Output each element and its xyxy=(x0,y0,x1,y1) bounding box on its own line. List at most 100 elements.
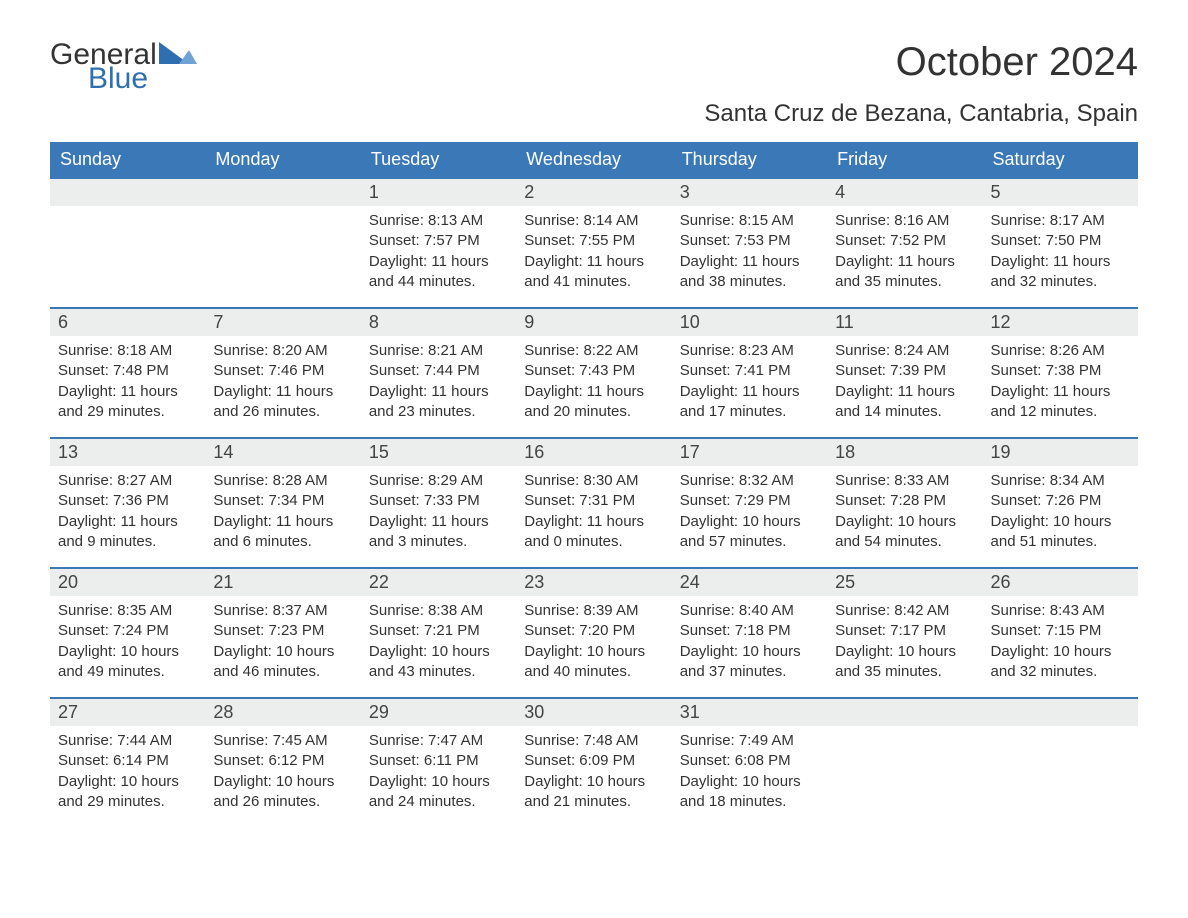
day-body: Sunrise: 8:23 AMSunset: 7:41 PMDaylight:… xyxy=(672,336,827,436)
sunrise-text: Sunrise: 8:43 AM xyxy=(991,601,1130,621)
sunset-text: Sunset: 7:39 PM xyxy=(835,361,974,381)
day-body: Sunrise: 8:17 AMSunset: 7:50 PMDaylight:… xyxy=(983,206,1138,306)
sunset-text: Sunset: 7:24 PM xyxy=(58,621,197,641)
day-body: Sunrise: 8:32 AMSunset: 7:29 PMDaylight:… xyxy=(672,466,827,566)
day-label: Sunday xyxy=(50,142,205,177)
calendar-day: 15Sunrise: 8:29 AMSunset: 7:33 PMDayligh… xyxy=(361,439,516,567)
calendar-day: 3Sunrise: 8:15 AMSunset: 7:53 PMDaylight… xyxy=(672,179,827,307)
calendar-day: 22Sunrise: 8:38 AMSunset: 7:21 PMDayligh… xyxy=(361,569,516,697)
day-number: 17 xyxy=(672,439,827,466)
day-number: 3 xyxy=(672,179,827,206)
sunrise-text: Sunrise: 7:47 AM xyxy=(369,731,508,751)
sunrise-text: Sunrise: 8:26 AM xyxy=(991,341,1130,361)
day-body: Sunrise: 7:44 AMSunset: 6:14 PMDaylight:… xyxy=(50,726,205,826)
daylight-text: Daylight: 10 hours and 40 minutes. xyxy=(524,642,663,683)
day-body: Sunrise: 8:28 AMSunset: 7:34 PMDaylight:… xyxy=(205,466,360,566)
calendar-day: 25Sunrise: 8:42 AMSunset: 7:17 PMDayligh… xyxy=(827,569,982,697)
daylight-text: Daylight: 11 hours and 3 minutes. xyxy=(369,512,508,553)
daylight-text: Daylight: 11 hours and 41 minutes. xyxy=(524,252,663,293)
daylight-text: Daylight: 10 hours and 43 minutes. xyxy=(369,642,508,683)
daylight-text: Daylight: 11 hours and 26 minutes. xyxy=(213,382,352,423)
day-body: Sunrise: 8:30 AMSunset: 7:31 PMDaylight:… xyxy=(516,466,671,566)
page-title: October 2024 xyxy=(896,40,1138,85)
day-body: Sunrise: 8:22 AMSunset: 7:43 PMDaylight:… xyxy=(516,336,671,436)
day-number: 19 xyxy=(983,439,1138,466)
calendar-day xyxy=(50,179,205,307)
day-number: 12 xyxy=(983,309,1138,336)
day-body: Sunrise: 8:27 AMSunset: 7:36 PMDaylight:… xyxy=(50,466,205,566)
sunset-text: Sunset: 6:09 PM xyxy=(524,751,663,771)
day-label: Thursday xyxy=(672,142,827,177)
day-body: Sunrise: 7:47 AMSunset: 6:11 PMDaylight:… xyxy=(361,726,516,826)
day-number: 16 xyxy=(516,439,671,466)
calendar-day xyxy=(827,699,982,827)
daylight-text: Daylight: 10 hours and 54 minutes. xyxy=(835,512,974,553)
sunrise-text: Sunrise: 8:23 AM xyxy=(680,341,819,361)
sunrise-text: Sunrise: 8:38 AM xyxy=(369,601,508,621)
sunrise-text: Sunrise: 8:29 AM xyxy=(369,471,508,491)
calendar-day: 24Sunrise: 8:40 AMSunset: 7:18 PMDayligh… xyxy=(672,569,827,697)
day-number: 15 xyxy=(361,439,516,466)
calendar-day: 26Sunrise: 8:43 AMSunset: 7:15 PMDayligh… xyxy=(983,569,1138,697)
day-body: Sunrise: 8:42 AMSunset: 7:17 PMDaylight:… xyxy=(827,596,982,696)
sunset-text: Sunset: 7:18 PM xyxy=(680,621,819,641)
sunrise-text: Sunrise: 8:28 AM xyxy=(213,471,352,491)
daylight-text: Daylight: 11 hours and 23 minutes. xyxy=(369,382,508,423)
sunset-text: Sunset: 7:57 PM xyxy=(369,231,508,251)
calendar-week: 1Sunrise: 8:13 AMSunset: 7:57 PMDaylight… xyxy=(50,177,1138,307)
day-body: Sunrise: 7:48 AMSunset: 6:09 PMDaylight:… xyxy=(516,726,671,826)
sunset-text: Sunset: 7:26 PM xyxy=(991,491,1130,511)
sunrise-text: Sunrise: 8:40 AM xyxy=(680,601,819,621)
sunset-text: Sunset: 7:21 PM xyxy=(369,621,508,641)
sunset-text: Sunset: 7:17 PM xyxy=(835,621,974,641)
daylight-text: Daylight: 10 hours and 49 minutes. xyxy=(58,642,197,683)
day-number: 1 xyxy=(361,179,516,206)
daylight-text: Daylight: 11 hours and 38 minutes. xyxy=(680,252,819,293)
daylight-text: Daylight: 11 hours and 35 minutes. xyxy=(835,252,974,293)
daylight-text: Daylight: 10 hours and 37 minutes. xyxy=(680,642,819,683)
daylight-text: Daylight: 11 hours and 12 minutes. xyxy=(991,382,1130,423)
day-number: 13 xyxy=(50,439,205,466)
sunrise-text: Sunrise: 7:44 AM xyxy=(58,731,197,751)
calendar-day: 2Sunrise: 8:14 AMSunset: 7:55 PMDaylight… xyxy=(516,179,671,307)
sunset-text: Sunset: 7:34 PM xyxy=(213,491,352,511)
daylight-text: Daylight: 11 hours and 6 minutes. xyxy=(213,512,352,553)
calendar-day: 29Sunrise: 7:47 AMSunset: 6:11 PMDayligh… xyxy=(361,699,516,827)
sunset-text: Sunset: 7:48 PM xyxy=(58,361,197,381)
day-body: Sunrise: 8:37 AMSunset: 7:23 PMDaylight:… xyxy=(205,596,360,696)
day-body: Sunrise: 8:21 AMSunset: 7:44 PMDaylight:… xyxy=(361,336,516,436)
day-number-empty xyxy=(50,179,205,206)
day-body: Sunrise: 8:38 AMSunset: 7:21 PMDaylight:… xyxy=(361,596,516,696)
day-number: 22 xyxy=(361,569,516,596)
day-number: 21 xyxy=(205,569,360,596)
sunrise-text: Sunrise: 8:37 AM xyxy=(213,601,352,621)
calendar-day: 1Sunrise: 8:13 AMSunset: 7:57 PMDaylight… xyxy=(361,179,516,307)
sunset-text: Sunset: 7:43 PM xyxy=(524,361,663,381)
day-body: Sunrise: 8:13 AMSunset: 7:57 PMDaylight:… xyxy=(361,206,516,306)
sunrise-text: Sunrise: 8:20 AM xyxy=(213,341,352,361)
calendar-week: 27Sunrise: 7:44 AMSunset: 6:14 PMDayligh… xyxy=(50,697,1138,827)
sunrise-text: Sunrise: 8:32 AM xyxy=(680,471,819,491)
day-label: Monday xyxy=(205,142,360,177)
daylight-text: Daylight: 10 hours and 32 minutes. xyxy=(991,642,1130,683)
calendar-week: 6Sunrise: 8:18 AMSunset: 7:48 PMDaylight… xyxy=(50,307,1138,437)
day-number: 25 xyxy=(827,569,982,596)
logo-text-blue: Blue xyxy=(88,64,197,94)
sunset-text: Sunset: 7:38 PM xyxy=(991,361,1130,381)
day-body: Sunrise: 8:29 AMSunset: 7:33 PMDaylight:… xyxy=(361,466,516,566)
sunset-text: Sunset: 7:50 PM xyxy=(991,231,1130,251)
sunset-text: Sunset: 6:12 PM xyxy=(213,751,352,771)
daylight-text: Daylight: 10 hours and 46 minutes. xyxy=(213,642,352,683)
day-body: Sunrise: 7:45 AMSunset: 6:12 PMDaylight:… xyxy=(205,726,360,826)
day-number-empty xyxy=(205,179,360,206)
calendar-day: 27Sunrise: 7:44 AMSunset: 6:14 PMDayligh… xyxy=(50,699,205,827)
day-body: Sunrise: 8:43 AMSunset: 7:15 PMDaylight:… xyxy=(983,596,1138,696)
day-body: Sunrise: 8:35 AMSunset: 7:24 PMDaylight:… xyxy=(50,596,205,696)
calendar-day: 4Sunrise: 8:16 AMSunset: 7:52 PMDaylight… xyxy=(827,179,982,307)
sunrise-text: Sunrise: 8:13 AM xyxy=(369,211,508,231)
sunrise-text: Sunrise: 8:24 AM xyxy=(835,341,974,361)
day-label: Saturday xyxy=(983,142,1138,177)
day-body: Sunrise: 8:24 AMSunset: 7:39 PMDaylight:… xyxy=(827,336,982,436)
day-number: 14 xyxy=(205,439,360,466)
sunset-text: Sunset: 7:28 PM xyxy=(835,491,974,511)
